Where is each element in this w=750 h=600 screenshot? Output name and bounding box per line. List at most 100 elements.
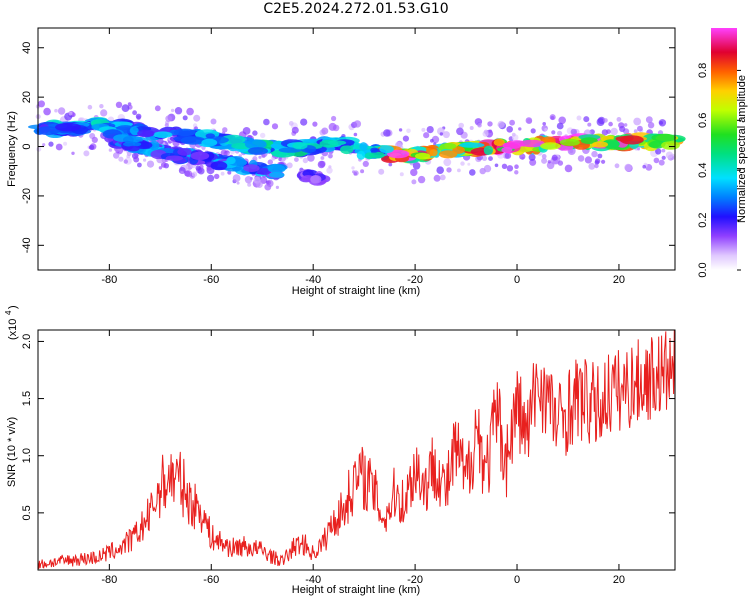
- spectrogram-cell: [458, 122, 465, 129]
- x-tick-label: 20: [613, 274, 625, 286]
- snr-line: [37, 329, 676, 570]
- spectrogram-cell: [467, 162, 471, 166]
- y-tick-label: 2.0: [21, 334, 33, 349]
- spectrogram-cell: [378, 168, 385, 175]
- x-tick-label: -80: [101, 274, 117, 286]
- spectrogram-cell: [359, 142, 368, 151]
- spectrogram-cell: [459, 142, 485, 148]
- spectrogram-cell: [430, 138, 434, 143]
- colorbar-tick-label: 0.6: [697, 113, 709, 128]
- y-tick-label: 0.5: [21, 505, 33, 520]
- snr-scale-close: ): [7, 305, 19, 309]
- spectrogram-cell: [258, 155, 262, 159]
- spectrogram-cell: [310, 175, 322, 184]
- spectrogram-cell: [665, 151, 674, 159]
- spectrogram-cell: [594, 163, 599, 169]
- spectrogram-cell: [210, 161, 228, 171]
- spectrogram-cells: [27, 100, 686, 191]
- spectrogram-cell: [584, 156, 593, 164]
- spectrogram-cell: [483, 129, 489, 134]
- spectrogram-cell: [661, 148, 666, 153]
- spectrogram-y-ticks: -40 -20 0 20 40: [21, 42, 675, 253]
- spectrogram-cell: [220, 149, 228, 157]
- spectrogram-cell: [493, 138, 505, 146]
- spectrogram-cell: [429, 149, 438, 157]
- spectrogram-cell: [242, 126, 251, 135]
- spectrogram-cell: [154, 105, 161, 112]
- spectrogram-cell: [477, 122, 482, 128]
- y-tick-label: 1.0: [21, 448, 33, 463]
- x-tick-label: 0: [514, 574, 520, 586]
- spectrogram-cell: [379, 145, 394, 154]
- spectrogram-cell: [494, 163, 499, 168]
- spectrogram-cell: [214, 173, 220, 180]
- spectrogram-cell: [542, 122, 546, 126]
- spectrogram-cell: [68, 111, 73, 116]
- spectrogram-cell: [514, 164, 519, 169]
- spectrogram-cell: [126, 145, 140, 152]
- spectrogram-cell: [637, 125, 643, 132]
- spectrogram-cell: [307, 154, 315, 162]
- spectrogram-cell: [327, 140, 347, 146]
- spectrogram-cell: [410, 168, 418, 177]
- spectrogram-cell: [55, 143, 63, 151]
- x-tick-label: -40: [305, 574, 321, 586]
- spectrogram-cell: [164, 123, 169, 128]
- spectrogram-cell: [519, 153, 526, 160]
- spectrogram-cell: [42, 143, 46, 147]
- spectrogram-cell: [519, 139, 545, 148]
- spectrogram-cell: [506, 126, 513, 133]
- spectrogram-cell: [606, 129, 611, 135]
- spectrogram-cell: [36, 146, 42, 152]
- spectrogram-cell: [205, 133, 215, 139]
- spectrogram-cell: [610, 127, 618, 136]
- spectrogram-cell: [165, 155, 183, 161]
- spectrogram-cell: [137, 162, 142, 168]
- spectrogram-cell: [415, 152, 431, 160]
- spectrogram-cell: [551, 130, 556, 135]
- spectrogram-cell: [530, 128, 536, 134]
- spectrogram-cell: [130, 126, 139, 136]
- spectrogram-cell: [417, 175, 426, 184]
- spectrogram-cell: [564, 164, 573, 173]
- spectrogram-cell: [160, 162, 167, 168]
- x-tick-label: -20: [407, 274, 423, 286]
- spectrogram-cell: [481, 155, 488, 161]
- spectrogram-cell: [642, 164, 646, 169]
- spectrogram-cell: [118, 156, 124, 162]
- spectrogram-cell: [247, 147, 268, 155]
- spectrogram-cell: [244, 176, 253, 184]
- spectrogram-cell: [360, 169, 365, 174]
- spectrogram-cell: [201, 138, 218, 147]
- spectrogram-cell: [54, 108, 58, 113]
- spectrogram-cell: [648, 140, 666, 149]
- spectrogram-cell: [222, 127, 228, 133]
- spectrogram-cell: [469, 126, 474, 130]
- colorbar-gradient: [711, 28, 737, 270]
- spectrogram-cell: [302, 157, 309, 164]
- spectrogram-cell: [99, 104, 104, 109]
- spectrogram-cell: [263, 118, 270, 126]
- spectrogram-cell: [300, 118, 308, 126]
- spectrogram-cell: [483, 164, 492, 173]
- spectrogram-cell: [108, 148, 113, 152]
- spectrogram-cell: [383, 129, 391, 137]
- spectrogram-cell: [439, 174, 446, 181]
- spectrogram-cell: [518, 127, 522, 131]
- spectrogram-cell: [528, 153, 536, 161]
- spectrogram-cell: [294, 157, 299, 163]
- spectrogram-cell: [326, 167, 333, 174]
- spectrogram-cell: [370, 147, 379, 153]
- spectrogram-cell: [83, 150, 90, 157]
- spectrogram-cell: [122, 136, 134, 144]
- spectrogram-cell: [488, 129, 493, 133]
- spectrogram-cell: [57, 107, 66, 115]
- spectrogram-cell: [328, 122, 337, 131]
- spectrogram-cell: [353, 132, 358, 137]
- spectrogram-cell: [174, 107, 183, 115]
- snr-x-label: Height of straight line (km): [292, 584, 420, 596]
- x-tick-label: 0: [514, 274, 520, 286]
- spectrogram-cell: [244, 139, 267, 150]
- spectrogram-cell: [351, 166, 355, 170]
- spectrogram-cell: [286, 162, 293, 169]
